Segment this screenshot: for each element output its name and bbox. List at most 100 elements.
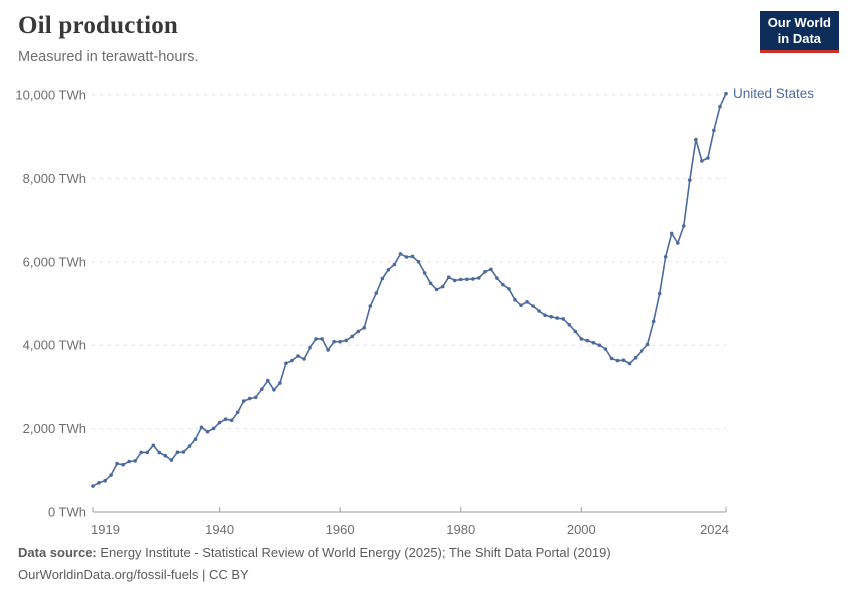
data-point xyxy=(284,361,288,366)
data-point xyxy=(260,387,264,392)
data-point xyxy=(706,156,710,160)
chart-subtitle: Measured in terawatt-hours. xyxy=(18,49,199,65)
x-tick-label: 2024 xyxy=(700,522,729,537)
data-point xyxy=(157,450,162,455)
footer-license-line: OurWorldinData.org/fossil-fuels | CC BY xyxy=(18,564,832,586)
data-point xyxy=(651,319,656,324)
series-line-united-states xyxy=(92,92,727,487)
data-point xyxy=(247,396,252,401)
data-point xyxy=(320,337,324,341)
x-tick-label: 1919 xyxy=(91,522,120,537)
data-point xyxy=(724,91,728,96)
data-point xyxy=(380,276,385,281)
data-point xyxy=(688,178,692,182)
data-point xyxy=(573,329,578,334)
data-point xyxy=(477,276,481,280)
data-point xyxy=(241,399,246,403)
data-point xyxy=(609,356,614,361)
data-point xyxy=(296,354,300,358)
data-point xyxy=(428,281,433,286)
data-source-label: Data source: xyxy=(18,545,97,560)
data-point xyxy=(211,426,216,431)
data-point xyxy=(519,303,523,308)
data-point xyxy=(579,337,584,341)
owid-url-link[interactable]: OurWorldinData.org/fossil-fuels xyxy=(18,567,199,582)
data-point xyxy=(217,420,222,425)
y-axis-labels: 0 TWh 2,000 TWh 4,000 TWh 6,000 TWh 8,000 TW… xyxy=(15,88,86,520)
data-point xyxy=(567,323,572,327)
data-point xyxy=(368,304,373,308)
data-point xyxy=(115,461,119,466)
data-point xyxy=(374,291,379,295)
data-point xyxy=(507,287,511,291)
data-point xyxy=(718,104,722,109)
data-point xyxy=(362,325,367,330)
data-point xyxy=(145,450,150,455)
data-point xyxy=(458,277,463,282)
x-tick-label: 1940 xyxy=(205,522,234,537)
data-point xyxy=(663,254,668,259)
data-point xyxy=(302,357,306,361)
data-point xyxy=(639,349,644,353)
data-point xyxy=(163,453,168,458)
data-point xyxy=(235,410,240,415)
data-point xyxy=(181,450,186,454)
data-point xyxy=(434,287,439,292)
data-point xyxy=(676,241,680,245)
data-point xyxy=(561,317,565,321)
data-point xyxy=(452,278,457,283)
owid-logo[interactable]: Our World in Data xyxy=(759,11,839,53)
x-axis-labels: 1919 1940 1960 1980 2000 2024 xyxy=(91,522,729,537)
data-point xyxy=(657,291,662,296)
data-point xyxy=(525,300,529,304)
data-point xyxy=(109,473,113,477)
y-tick-label: 10,000 TWh xyxy=(15,88,86,103)
data-point xyxy=(543,313,547,318)
data-point xyxy=(169,458,174,462)
data-point xyxy=(700,159,704,163)
data-point xyxy=(495,276,499,280)
data-point xyxy=(585,338,590,343)
data-point xyxy=(446,275,451,280)
data-point xyxy=(223,417,228,422)
data-point xyxy=(272,388,276,392)
y-tick-label: 8,000 TWh xyxy=(23,171,86,186)
page-title: Oil production xyxy=(18,12,179,39)
owid-logo-line2: in Data xyxy=(777,31,822,46)
data-point xyxy=(205,429,210,434)
data-point xyxy=(338,339,343,344)
data-point xyxy=(314,337,318,341)
data-point xyxy=(308,345,312,350)
data-point xyxy=(199,425,204,430)
data-point xyxy=(531,304,535,308)
chart-footer: Data source: Energy Institute - Statisti… xyxy=(18,542,832,586)
data-point xyxy=(386,267,391,272)
data-point xyxy=(151,443,156,448)
data-point xyxy=(422,271,427,275)
data-point xyxy=(537,309,541,313)
data-point xyxy=(471,277,475,281)
data-point xyxy=(326,348,330,352)
data-point xyxy=(344,338,349,343)
data-point xyxy=(597,343,602,348)
data-point xyxy=(91,484,95,488)
y-tick-label: 6,000 TWh xyxy=(23,254,86,269)
data-point xyxy=(254,395,258,400)
y-tick-label: 2,000 TWh xyxy=(23,421,86,436)
data-point xyxy=(187,444,192,448)
data-point xyxy=(356,329,361,334)
data-point xyxy=(278,381,282,385)
y-grid xyxy=(92,94,726,430)
series-points xyxy=(91,91,728,488)
data-point xyxy=(645,342,650,347)
data-point xyxy=(139,450,143,455)
data-point xyxy=(175,450,180,455)
license-text: | CC BY xyxy=(198,567,249,582)
data-point xyxy=(682,224,686,228)
data-source-text: Energy Institute - Statistical Review of… xyxy=(96,545,611,560)
data-point xyxy=(229,418,234,423)
data-point xyxy=(465,277,469,282)
x-tick-label: 1960 xyxy=(326,522,355,537)
data-point xyxy=(712,128,716,133)
